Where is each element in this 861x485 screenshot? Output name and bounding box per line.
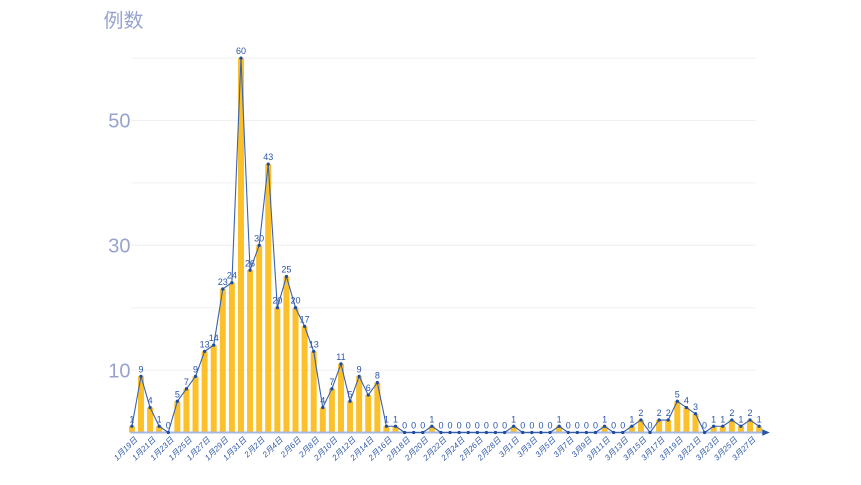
svg-text:0: 0 bbox=[484, 421, 489, 431]
svg-text:0: 0 bbox=[420, 421, 425, 431]
svg-text:0: 0 bbox=[611, 421, 616, 431]
svg-text:1: 1 bbox=[738, 414, 743, 424]
svg-text:26: 26 bbox=[245, 258, 255, 268]
svg-text:50: 50 bbox=[108, 111, 130, 133]
svg-text:9: 9 bbox=[138, 364, 143, 374]
svg-text:60: 60 bbox=[236, 46, 246, 56]
svg-text:1: 1 bbox=[393, 414, 398, 424]
svg-text:43: 43 bbox=[263, 152, 273, 162]
svg-text:2: 2 bbox=[657, 408, 662, 418]
svg-text:0: 0 bbox=[457, 421, 462, 431]
svg-text:0: 0 bbox=[166, 421, 171, 431]
svg-text:0: 0 bbox=[448, 421, 453, 431]
svg-text:13: 13 bbox=[309, 339, 319, 349]
svg-text:0: 0 bbox=[548, 421, 553, 431]
svg-text:9: 9 bbox=[357, 364, 362, 374]
svg-text:0: 0 bbox=[466, 421, 471, 431]
svg-text:1: 1 bbox=[711, 414, 716, 424]
svg-text:30: 30 bbox=[254, 233, 264, 243]
svg-text:8: 8 bbox=[375, 371, 380, 381]
svg-text:0: 0 bbox=[620, 421, 625, 431]
svg-text:0: 0 bbox=[493, 421, 498, 431]
svg-text:0: 0 bbox=[529, 421, 534, 431]
svg-text:5: 5 bbox=[175, 389, 180, 399]
svg-text:4: 4 bbox=[320, 396, 325, 406]
svg-text:0: 0 bbox=[411, 421, 416, 431]
svg-text:9: 9 bbox=[193, 364, 198, 374]
svg-text:25: 25 bbox=[281, 265, 291, 275]
svg-text:0: 0 bbox=[702, 421, 707, 431]
svg-text:1: 1 bbox=[157, 414, 162, 424]
svg-text:2: 2 bbox=[638, 408, 643, 418]
svg-text:0: 0 bbox=[648, 421, 653, 431]
svg-text:0: 0 bbox=[502, 421, 507, 431]
svg-text:0: 0 bbox=[402, 421, 407, 431]
svg-text:0: 0 bbox=[538, 421, 543, 431]
svg-text:11: 11 bbox=[336, 352, 345, 362]
svg-text:20: 20 bbox=[291, 296, 301, 306]
svg-text:6: 6 bbox=[366, 383, 371, 393]
svg-text:0: 0 bbox=[566, 421, 571, 431]
svg-text:1: 1 bbox=[757, 414, 762, 424]
svg-text:24: 24 bbox=[227, 271, 237, 281]
svg-text:2: 2 bbox=[748, 408, 753, 418]
svg-text:7: 7 bbox=[184, 377, 189, 387]
svg-text:20: 20 bbox=[272, 296, 282, 306]
svg-text:14: 14 bbox=[209, 333, 219, 343]
svg-text:30: 30 bbox=[108, 236, 130, 258]
svg-text:13: 13 bbox=[200, 339, 210, 349]
svg-text:17: 17 bbox=[300, 314, 310, 324]
svg-text:1: 1 bbox=[557, 414, 562, 424]
svg-text:10: 10 bbox=[108, 360, 130, 382]
svg-text:4: 4 bbox=[148, 396, 153, 406]
svg-text:0: 0 bbox=[438, 421, 443, 431]
svg-text:1: 1 bbox=[384, 414, 389, 424]
svg-text:3: 3 bbox=[693, 402, 698, 412]
svg-text:1: 1 bbox=[429, 414, 434, 424]
svg-text:1: 1 bbox=[720, 414, 725, 424]
svg-text:23: 23 bbox=[218, 277, 228, 287]
svg-text:0: 0 bbox=[584, 421, 589, 431]
svg-text:1: 1 bbox=[511, 414, 516, 424]
svg-text:0: 0 bbox=[575, 421, 580, 431]
svg-text:1: 1 bbox=[129, 414, 134, 424]
svg-text:5: 5 bbox=[675, 389, 680, 399]
svg-text:7: 7 bbox=[329, 377, 334, 387]
svg-text:0: 0 bbox=[475, 421, 480, 431]
svg-text:1: 1 bbox=[629, 414, 634, 424]
svg-text:2: 2 bbox=[729, 408, 734, 418]
svg-text:0: 0 bbox=[593, 421, 598, 431]
svg-text:2: 2 bbox=[666, 408, 671, 418]
svg-text:0: 0 bbox=[520, 421, 525, 431]
svg-text:1: 1 bbox=[602, 414, 607, 424]
svg-text:4: 4 bbox=[684, 396, 689, 406]
svg-text:5: 5 bbox=[348, 389, 353, 399]
